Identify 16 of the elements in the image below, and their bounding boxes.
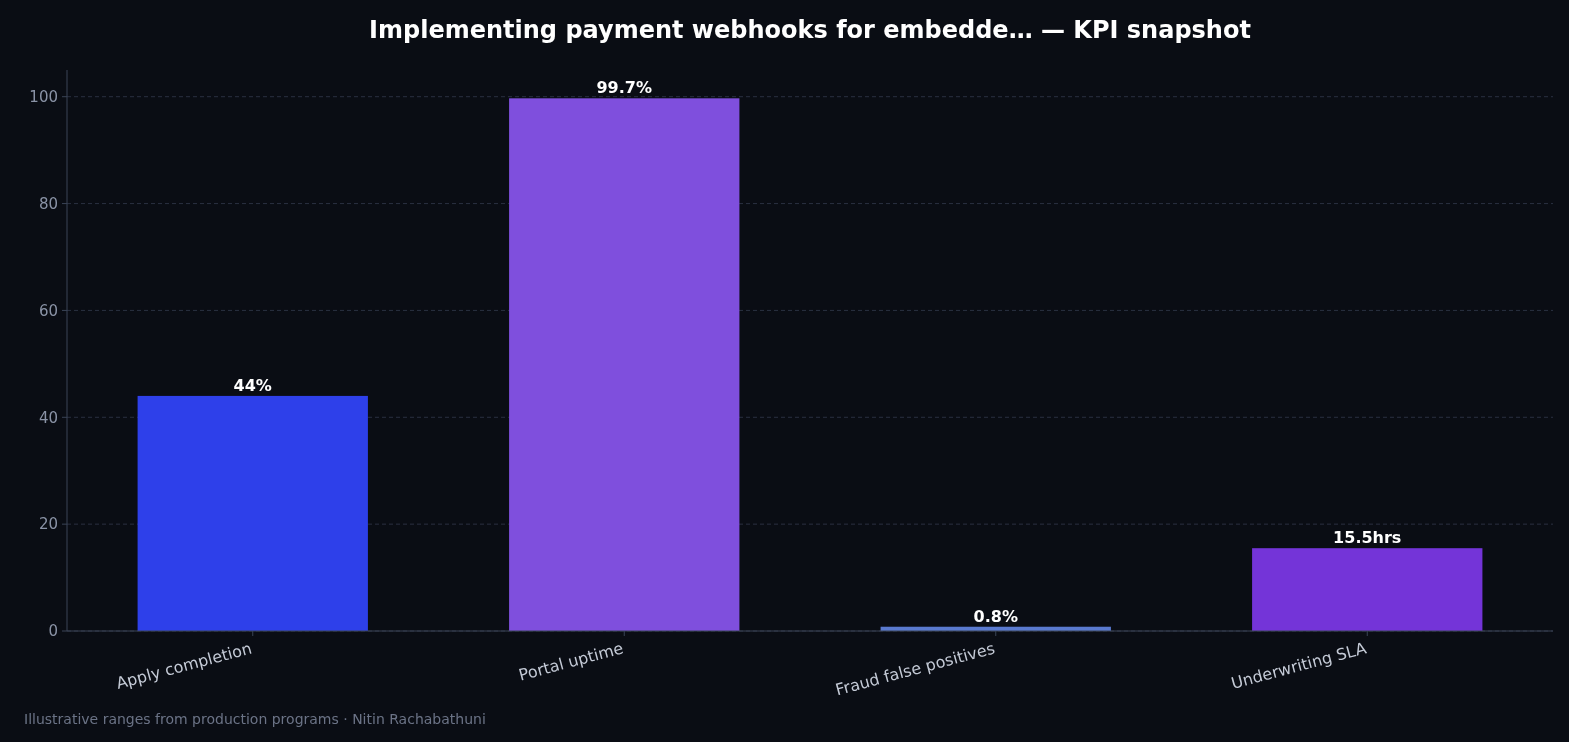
- bar: [137, 395, 368, 631]
- y-tick-label: 80: [38, 194, 58, 213]
- y-tick-label: 0: [48, 622, 58, 641]
- y-tick-label: 100: [29, 87, 58, 106]
- bar: [509, 98, 740, 631]
- data-label: 15.5hrs: [1333, 528, 1402, 548]
- text: Illustrative ranges from production programs · Nitin Rachabathuni: [24, 711, 486, 727]
- bar: [1252, 548, 1483, 631]
- y-tick-label: 60: [38, 301, 58, 320]
- data-label: 44%: [233, 375, 272, 395]
- data-label: 0.8%: [973, 606, 1018, 626]
- y-tick-label: 40: [38, 408, 58, 427]
- y-tick-label: 20: [38, 515, 58, 534]
- chart-title: Implementing payment webhooks for embedde… — KPI snapshot: [369, 16, 1251, 44]
- data-label: 99.7%: [596, 78, 653, 98]
- x-tick-label: Portal uptime: [516, 638, 626, 685]
